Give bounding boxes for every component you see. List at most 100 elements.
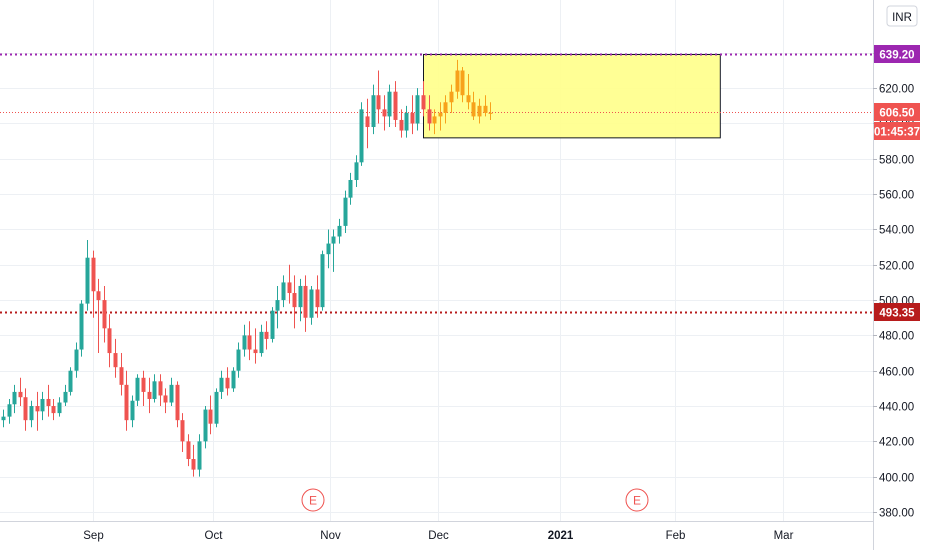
candle-body (57, 402, 62, 414)
candle (376, 70, 381, 124)
candle (443, 95, 448, 124)
purple-line-tag-box (874, 45, 920, 63)
candle-body (438, 112, 443, 117)
candle (421, 81, 426, 117)
candle (292, 275, 297, 329)
support-line-tag: 493.35 (874, 303, 920, 321)
candle (214, 388, 219, 428)
candle-body (432, 116, 437, 124)
candle-body (449, 91, 454, 103)
candle (359, 102, 364, 166)
highlight-rectangle[interactable] (423, 54, 721, 139)
time-tick-label: Feb (666, 530, 686, 542)
earnings-marker[interactable]: E (301, 488, 325, 512)
candle (57, 397, 62, 417)
candle-body (85, 257, 90, 304)
earnings-marker-label[interactable]: E (309, 494, 317, 508)
candle (225, 367, 230, 396)
candle-body (275, 300, 280, 311)
candle (169, 377, 174, 407)
candle-body (113, 353, 118, 368)
candle-body (91, 257, 96, 292)
candle-body (135, 377, 140, 401)
candle (79, 300, 84, 357)
candle (124, 370, 129, 431)
candle-body (186, 441, 191, 460)
countdown-tag-box (874, 122, 920, 140)
candle-body (354, 162, 359, 180)
candle (275, 285, 280, 329)
candle (141, 370, 146, 407)
candle (96, 278, 101, 354)
candle (270, 307, 275, 343)
candle (488, 102, 493, 120)
candle (382, 95, 387, 131)
candle (438, 102, 443, 131)
price-tick-label: 460.00 (879, 367, 914, 379)
candle-body (264, 331, 269, 339)
candle-body (236, 349, 241, 371)
price-axis[interactable]: 380.00400.00420.00440.00460.00480.00500.… (873, 49, 914, 520)
candle-body (376, 95, 381, 110)
countdown-tag: 01:45:37 (874, 122, 920, 140)
currency-button-frame[interactable] (886, 5, 918, 27)
earnings-marker-label[interactable]: E (633, 494, 641, 508)
candle (393, 81, 398, 128)
candle (387, 84, 392, 128)
candle-body (259, 331, 264, 354)
candle-body (404, 112, 409, 131)
candle (320, 250, 325, 311)
horizontal-lines[interactable] (0, 53, 873, 314)
candle (348, 172, 353, 205)
candle (309, 285, 314, 325)
candle (180, 413, 185, 452)
candle-body (253, 349, 258, 354)
time-tick-label: Oct (205, 530, 224, 542)
candle (68, 367, 73, 396)
candle (399, 109, 404, 138)
candle-body (180, 420, 185, 442)
candle-body (214, 391, 219, 424)
candle-body (124, 384, 129, 421)
earnings-marker[interactable]: E (625, 488, 649, 512)
candle (427, 95, 432, 131)
candle-body (68, 370, 73, 392)
candle (287, 264, 292, 304)
rectangle-drawing[interactable] (423, 54, 721, 139)
candle (147, 377, 152, 414)
price-tick-label: 620.00 (879, 84, 914, 96)
candle-body (29, 406, 34, 421)
price-tick-label: 440.00 (879, 402, 914, 414)
time-tick-label: Nov (320, 530, 341, 542)
currency-label[interactable]: INR (892, 12, 912, 24)
candle (197, 434, 202, 477)
candle (35, 391, 40, 431)
candle (7, 398, 12, 424)
earnings-marker-circle[interactable] (625, 488, 649, 512)
candle (29, 400, 34, 428)
candle (455, 59, 460, 99)
support-line-tag-text: 493.35 (879, 308, 915, 320)
candle (432, 109, 437, 135)
currency-button[interactable]: INR (886, 5, 918, 27)
candle-body (74, 349, 79, 371)
candle-body (1, 416, 6, 421)
time-axis[interactable]: Sep Oct Nov Dec 2021 Feb Mar (83, 530, 793, 542)
candle (449, 84, 454, 113)
candle-body (203, 409, 208, 442)
candle-body (169, 384, 174, 403)
candle (74, 342, 79, 378)
price-tick-label: 400.00 (879, 473, 914, 485)
candle (343, 190, 348, 233)
candle (186, 434, 191, 467)
candle (236, 342, 241, 378)
candle-body (102, 300, 107, 329)
candle (231, 367, 236, 392)
candle (471, 91, 476, 120)
candle (253, 328, 258, 364)
earnings-marker-circle[interactable] (301, 488, 325, 512)
candle (208, 395, 213, 435)
price-tick-label: 420.00 (879, 437, 914, 449)
